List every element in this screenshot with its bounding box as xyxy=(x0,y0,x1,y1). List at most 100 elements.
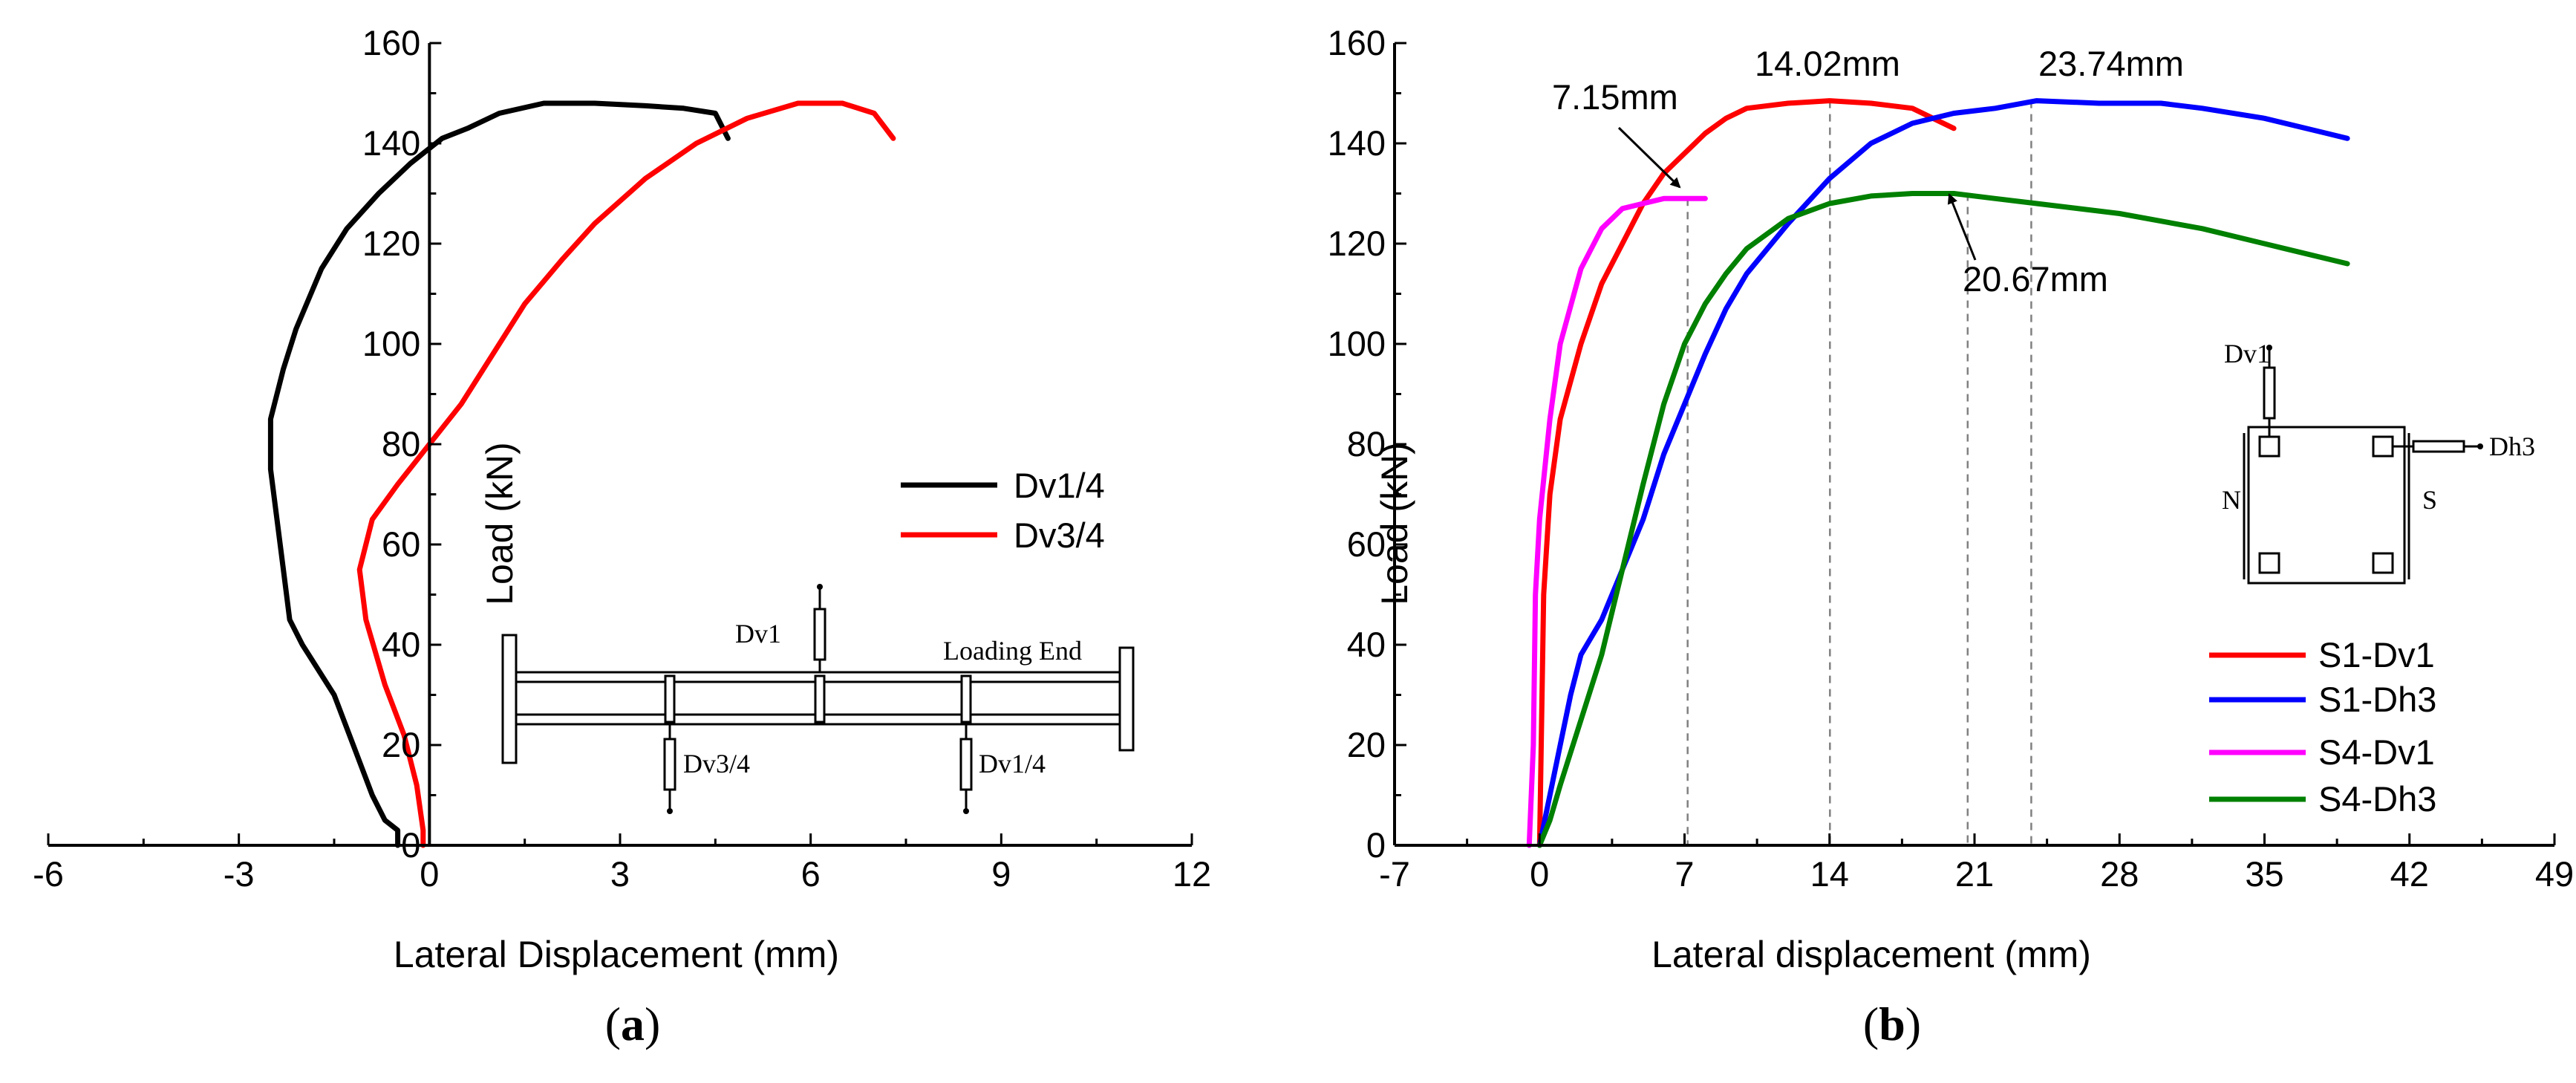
arrow-7-15mm xyxy=(1617,126,1681,189)
legend-label-s1-dv1: S1-Dv1 xyxy=(2318,635,2435,674)
y-tick-label: 80 xyxy=(382,424,420,464)
panel-b-ylabel: Load (kN) xyxy=(1374,442,1415,605)
panel-b-letter: b xyxy=(1879,998,1905,1050)
legend-label-dv3-4: Dv3/4 xyxy=(1014,516,1105,555)
x-tick-label: 35 xyxy=(2245,854,2283,894)
x-tick-label: 21 xyxy=(1955,854,1994,894)
legend-label-s4-dh3: S4-Dh3 xyxy=(2318,779,2436,819)
y-tick-label: 80 xyxy=(1347,424,1386,464)
beam-joint-2 xyxy=(814,674,826,723)
legend-label-s1-dh3: S1-Dh3 xyxy=(2318,680,2436,719)
x-tick-label: 6 xyxy=(801,854,821,894)
rebar-corner-3 xyxy=(2258,552,2280,574)
gauge-dv3-4 xyxy=(663,738,676,791)
x-tick-label: 0 xyxy=(420,854,439,894)
rebar-corner-2 xyxy=(2372,435,2394,458)
x-tick-label: -3 xyxy=(224,854,255,894)
y-tick-label: 120 xyxy=(362,224,420,263)
x-tick-label: -7 xyxy=(1379,854,1410,894)
annot-23-74mm: 23.74mm xyxy=(2038,44,2184,83)
sec-label-dv1: Dv1 xyxy=(2224,339,2270,368)
gauge-dv1-4 xyxy=(959,738,973,791)
y-tick-label: 100 xyxy=(1328,324,1386,363)
sec-dv1-pin xyxy=(2266,345,2272,351)
beam-joint-1 xyxy=(664,674,676,723)
gauge-dv1-pin xyxy=(817,584,823,590)
rebar-corner-4 xyxy=(2372,552,2394,574)
panel-a-curves xyxy=(267,100,896,848)
panel-b-curves xyxy=(1526,98,2350,848)
sec-dv1-gauge xyxy=(2263,366,2276,420)
y-tick-label: 160 xyxy=(1328,23,1386,62)
x-tick-label: 42 xyxy=(2390,854,2429,894)
x-tick-label: 3 xyxy=(610,854,630,894)
panel-b-xlabel: Lateral displacement (mm) xyxy=(1651,934,2091,975)
series-line-dv1-4 xyxy=(267,100,731,848)
annot-7-15mm: 7.15mm xyxy=(1552,77,1678,117)
panel-b-guides xyxy=(1686,100,2032,845)
label-loading-end: Loading End xyxy=(943,636,1082,666)
x-tick-label: 49 xyxy=(2535,854,2574,894)
gauge-dv3-4-pin xyxy=(667,808,673,814)
y-tick-label: 60 xyxy=(1347,524,1386,564)
x-tick-label: 14 xyxy=(1810,854,1849,894)
y-tick-label: 0 xyxy=(1366,825,1386,865)
arrow-20-67mm xyxy=(1947,193,1977,261)
y-tick-label: 20 xyxy=(382,725,420,764)
panel-a-beam-schematic: Dv1 Loading End Dv3/4 Dv1/4 xyxy=(501,584,1135,814)
gauge-dv1 xyxy=(813,608,826,661)
beam-joint-3 xyxy=(960,674,972,723)
sec-label-s: S xyxy=(2422,485,2437,515)
x-tick-label: 28 xyxy=(2100,854,2139,894)
x-tick-label: 0 xyxy=(1530,854,1549,894)
y-tick-label: 140 xyxy=(1328,123,1386,163)
y-tick-label: 160 xyxy=(362,23,420,62)
series-line-s4-dv1 xyxy=(1526,195,1708,848)
sec-label-dh3: Dh3 xyxy=(2489,432,2535,461)
panel-b-legend: S1-Dv1 S1-Dh3 S4-Dv1 S4-Dh3 xyxy=(2209,635,2436,819)
x-tick-label: 9 xyxy=(991,854,1011,894)
panel-a-caption: (a) xyxy=(605,998,661,1050)
sec-dh3-pin xyxy=(2477,443,2483,449)
label-dv1: Dv1 xyxy=(735,619,781,648)
label-dv3-4: Dv3/4 xyxy=(683,749,750,778)
gauge-dv1-4-pin xyxy=(963,808,969,814)
panel-b-section-schematic: Dv1 Dh3 N S xyxy=(2222,339,2535,585)
series-line-s4-dh3 xyxy=(1536,191,2350,848)
beam-end-plate-right xyxy=(1118,646,1135,752)
panel-a-xlabel: Lateral Displacement (mm) xyxy=(394,934,839,975)
label-dv1-4: Dv1/4 xyxy=(979,749,1046,778)
legend-label-dv1-4: Dv1/4 xyxy=(1014,466,1105,505)
series-line-s1-dv1 xyxy=(1536,98,1957,848)
x-tick-label: 12 xyxy=(1173,854,1211,894)
panel-a-letter: a xyxy=(621,998,645,1050)
x-tick-label: -6 xyxy=(33,854,64,894)
annot-14-02mm: 14.02mm xyxy=(1755,44,1900,83)
y-tick-label: 40 xyxy=(382,625,420,664)
x-tick-label: 7 xyxy=(1675,854,1694,894)
y-tick-label: 20 xyxy=(1347,725,1386,764)
y-tick-label: 120 xyxy=(1328,224,1386,263)
panel-b-annotations: 7.15mm 14.02mm 23.74mm 20.67mm xyxy=(1552,44,2184,299)
panel-b-caption: (b) xyxy=(1863,998,1921,1050)
sec-label-n: N xyxy=(2222,485,2241,515)
legend-label-s4-dv1: S4-Dv1 xyxy=(2318,732,2435,772)
panel-a-legend: Dv1/4 Dv3/4 xyxy=(901,466,1105,555)
sec-dh3-gauge xyxy=(2412,440,2465,453)
series-line-dv3-4 xyxy=(356,100,896,848)
y-tick-label: 40 xyxy=(1347,625,1386,664)
y-tick-label: 60 xyxy=(382,524,420,564)
y-tick-label: 0 xyxy=(401,825,420,865)
series-line-s1-dh3 xyxy=(1536,98,2350,848)
rebar-corner-1 xyxy=(2258,435,2280,458)
annot-20-67mm: 20.67mm xyxy=(1963,259,2108,299)
panel-a-ylabel: Load (kN) xyxy=(479,442,521,605)
beam-end-plate-left xyxy=(501,634,518,764)
y-tick-label: 140 xyxy=(362,123,420,163)
y-tick-label: 100 xyxy=(362,324,420,363)
